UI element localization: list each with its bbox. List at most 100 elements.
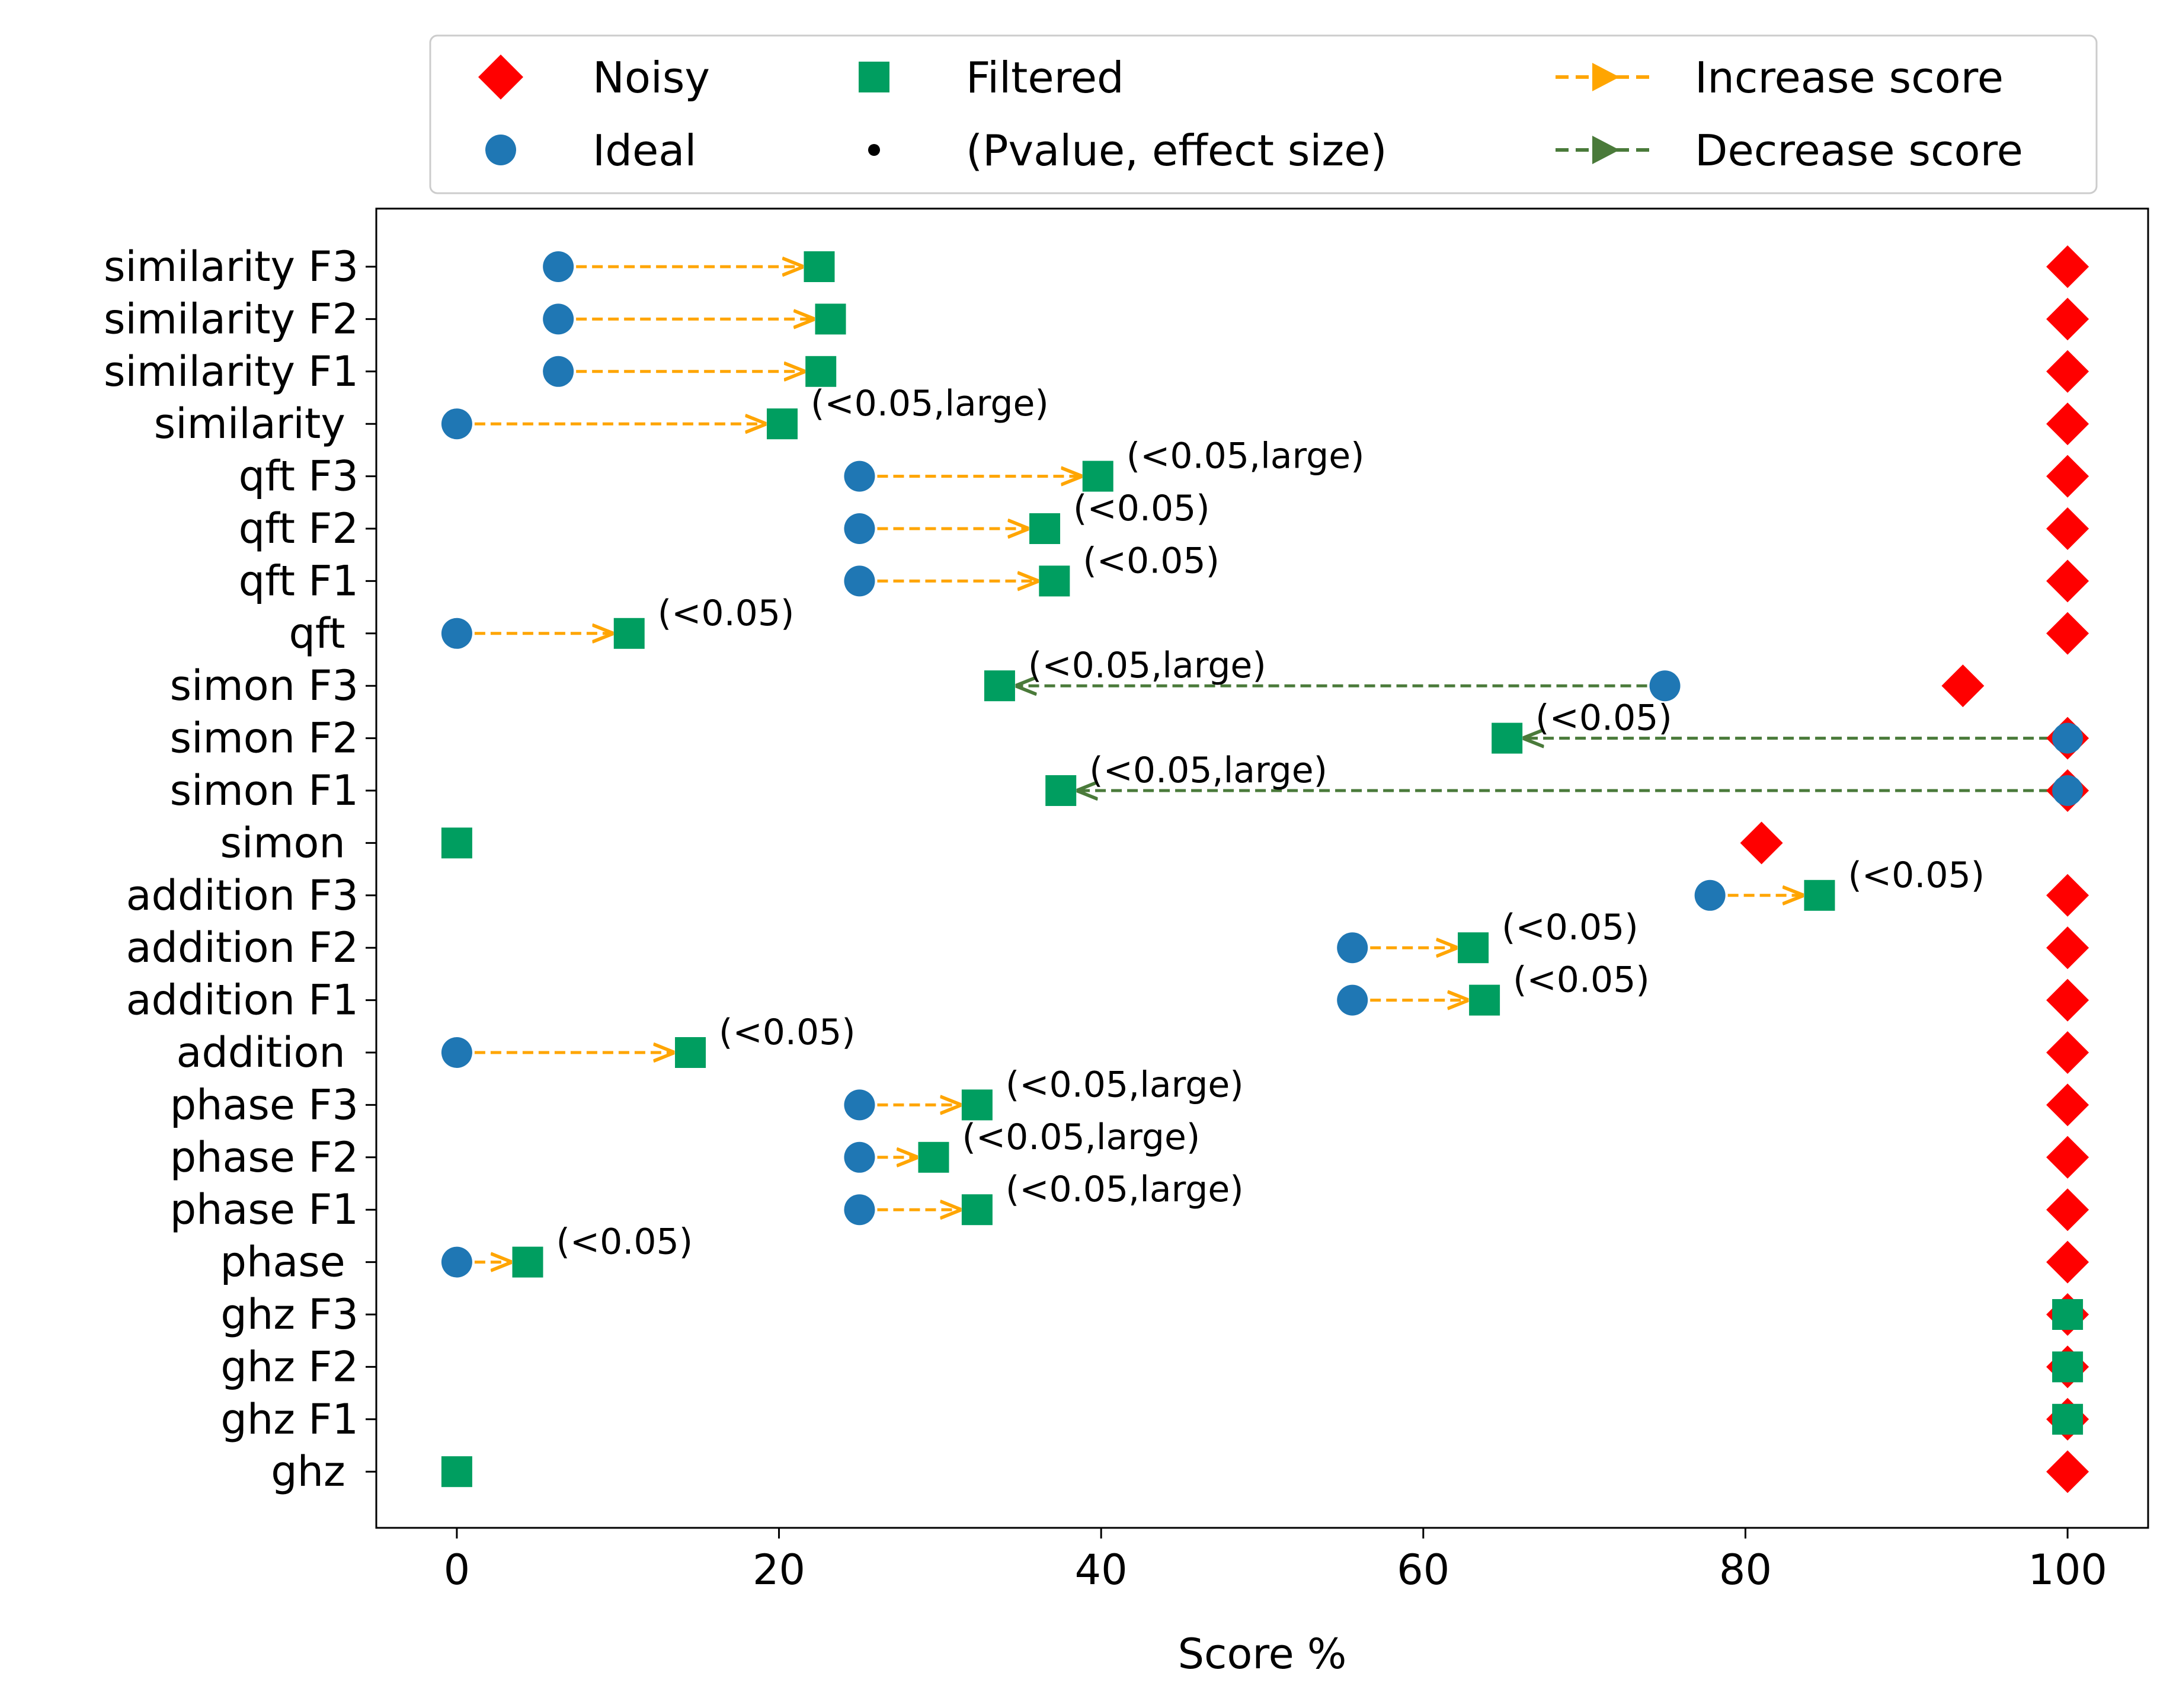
filtered-point	[613, 618, 645, 649]
legend-label: Filtered	[966, 53, 1124, 103]
ideal-point	[844, 565, 875, 597]
y-tick-label: qft F2	[239, 504, 359, 553]
pvalue-annotation: (<0.05)	[1083, 540, 1220, 581]
noisy-point	[2046, 1136, 2089, 1179]
ideal-point	[441, 408, 472, 440]
noisy-point	[2046, 455, 2089, 498]
ideal-point	[543, 251, 574, 282]
legend-entry: Decrease score	[1556, 126, 2023, 175]
y-tick-label: addition	[176, 1028, 359, 1077]
filtered-point	[441, 827, 472, 859]
filtered-point	[984, 670, 1015, 702]
y-tick-label: phase F1	[170, 1185, 359, 1234]
filtered-point	[1029, 513, 1061, 544]
y-tick-label: qft F3	[239, 452, 359, 501]
filtered-point	[1039, 565, 1070, 597]
noisy-point	[2046, 1188, 2089, 1232]
ideal-point	[2052, 722, 2084, 754]
filtered-point	[961, 1194, 993, 1226]
y-tick-label: ghz F1	[220, 1395, 359, 1444]
legend-entry: Noisy	[478, 53, 710, 103]
ideal-point	[441, 618, 472, 649]
legend-circle-symbol	[485, 135, 516, 165]
legend-label: Ideal	[593, 126, 696, 175]
ideal-point	[1694, 879, 1726, 911]
filtered-point	[441, 1456, 472, 1488]
pvalue-annotation: (<0.05)	[719, 1012, 856, 1053]
legend-diamond-symbol	[478, 55, 523, 100]
ideal-point	[1649, 670, 1681, 702]
markers-layer	[441, 245, 2089, 1493]
pvalue-annotation: (<0.05)	[1502, 907, 1638, 948]
y-tick-label: simon F3	[170, 661, 359, 710]
legend-square-symbol	[859, 62, 889, 92]
noisy-point	[2046, 926, 2089, 970]
legend-label: Noisy	[593, 53, 710, 103]
y-tick-label: similarity F1	[104, 347, 359, 396]
legend-label: (Pvalue, effect size)	[966, 126, 1387, 175]
filtered-point	[1492, 722, 1523, 754]
filtered-point	[512, 1246, 543, 1278]
y-tick-label: ghz	[271, 1447, 359, 1496]
noisy-point	[2046, 874, 2089, 917]
legend-entry: (Pvalue, effect size)	[868, 126, 1387, 175]
ideal-point	[844, 1141, 875, 1173]
y-tick-label: qft	[289, 609, 359, 658]
noisy-point	[2046, 298, 2089, 341]
pvalue-annotation: (<0.05,large)	[811, 383, 1049, 424]
filtered-point	[2052, 1351, 2084, 1383]
filtered-point	[918, 1141, 949, 1173]
pvalue-annotation: (<0.05,large)	[1028, 645, 1266, 686]
noisy-point	[2046, 612, 2089, 655]
pvalue-annotation: (<0.05,large)	[1006, 1064, 1244, 1105]
y-tick-label: ghz F2	[220, 1342, 359, 1391]
filtered-point	[1469, 984, 1500, 1016]
y-tick-label: qft F1	[239, 556, 359, 605]
ideal-point	[844, 1089, 875, 1121]
noisy-point	[1941, 664, 1985, 708]
y-tick-label: simon F1	[170, 766, 359, 815]
ideal-point	[543, 356, 574, 387]
noisy-point	[2046, 402, 2089, 446]
filtered-point	[1458, 932, 1489, 964]
legend-entry: Ideal	[485, 126, 696, 175]
ideal-point	[1337, 932, 1368, 964]
y-tick-label: phase	[220, 1238, 359, 1287]
legend-entry: Filtered	[859, 53, 1124, 103]
pvalue-annotation: (<0.05,large)	[1126, 436, 1365, 477]
y-tick-label: ghz F3	[220, 1290, 359, 1339]
noisy-point	[2046, 245, 2089, 288]
filtered-point	[766, 408, 798, 440]
ideal-point	[844, 460, 875, 492]
filtered-point	[1045, 775, 1077, 806]
filtered-point	[815, 303, 846, 335]
noisy-point	[2046, 978, 2089, 1022]
y-tick-label: phase F3	[170, 1080, 359, 1129]
annotations-layer: (<0.05,large) (<0.05,large) (<0.05) (<0.05)…	[556, 383, 1985, 1262]
noisy-point	[2046, 1240, 2089, 1284]
legend-entry: Increase score	[1556, 53, 2004, 103]
pvalue-annotation: (<0.05)	[1848, 855, 1985, 896]
ideal-point	[441, 1246, 472, 1278]
noisy-point	[2046, 1450, 2089, 1493]
filtered-point	[2052, 1403, 2084, 1435]
noisy-point	[2046, 507, 2089, 550]
x-tick-label: 40	[1075, 1546, 1128, 1594]
x-tick-label: 20	[753, 1546, 805, 1594]
legend-box	[429, 34, 2098, 194]
pvalue-annotation: (<0.05)	[1073, 488, 1210, 529]
pvalue-annotation: (<0.05)	[1535, 698, 1672, 739]
ideal-point	[543, 303, 574, 335]
ideal-point	[2052, 775, 2084, 806]
x-axis-title: Score %	[1178, 1630, 1347, 1678]
pvalue-annotation: (<0.05,large)	[1006, 1169, 1244, 1210]
filtered-point	[805, 356, 837, 387]
legend-label: Decrease score	[1695, 126, 2023, 175]
x-tick-label: 100	[2028, 1546, 2107, 1594]
pvalue-annotation: (<0.05)	[556, 1221, 693, 1263]
filtered-point	[1082, 460, 1113, 492]
legend-arrowhead	[1592, 63, 1620, 91]
pvalue-annotation: (<0.05,large)	[1089, 750, 1327, 791]
